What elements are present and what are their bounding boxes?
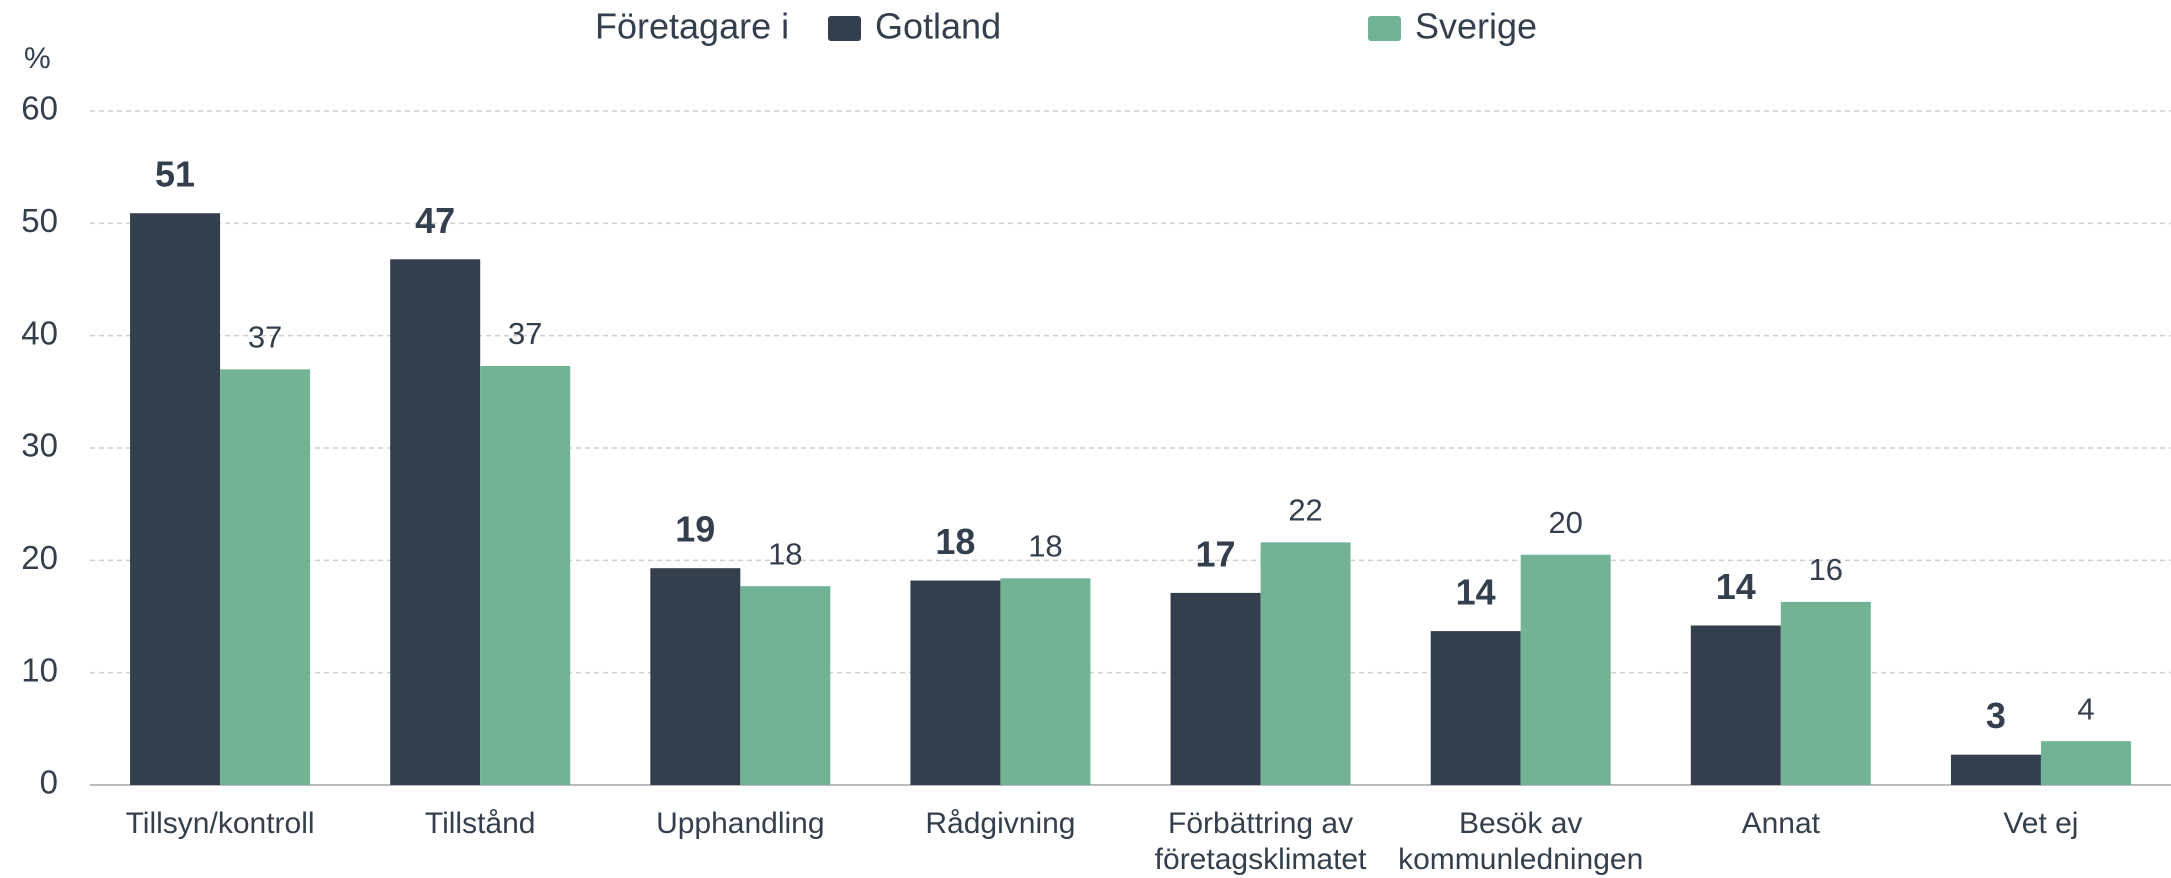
- legend-swatch: [1368, 16, 1401, 41]
- bar: [2040, 741, 2131, 785]
- data-label: 18: [1028, 528, 1062, 563]
- data-label: 37: [248, 320, 282, 355]
- bar: [740, 586, 831, 785]
- y-tick-label: 20: [21, 539, 58, 576]
- bar: [130, 213, 221, 785]
- legend-swatch: [828, 16, 861, 41]
- bar: [220, 369, 311, 785]
- data-label: 22: [1288, 493, 1322, 528]
- x-tick-label: Upphandling: [656, 807, 824, 840]
- legend-label: Sverige: [1415, 6, 1537, 47]
- y-tick-label: 30: [21, 427, 58, 464]
- data-label: 14: [1716, 566, 1756, 607]
- bar: [1950, 754, 2041, 785]
- x-tick-label: Besök av: [1459, 807, 1582, 840]
- data-label: 19: [675, 509, 715, 550]
- bar: [1170, 592, 1261, 785]
- y-tick-label: 40: [21, 314, 58, 351]
- bar: [1000, 578, 1091, 785]
- bar: [1430, 631, 1521, 785]
- bar: [390, 259, 481, 785]
- data-label: 3: [1986, 695, 2006, 736]
- x-tick-label: Tillsyn/kontroll: [126, 807, 315, 840]
- unit-label: %: [24, 42, 51, 75]
- x-tick-label: Rådgivning: [925, 807, 1075, 840]
- y-tick-label: 60: [21, 90, 58, 127]
- y-tick-label: 50: [21, 202, 58, 239]
- data-label: 17: [1196, 533, 1236, 574]
- bar: [1520, 554, 1611, 785]
- x-tick-label: Annat: [1742, 807, 1821, 840]
- x-tick-label: Tillstånd: [425, 807, 536, 840]
- x-tick-label: kommunledningen: [1398, 843, 1643, 876]
- bar: [1260, 542, 1351, 785]
- bar: [910, 580, 1001, 785]
- x-tick-label: Vet ej: [2003, 807, 2078, 840]
- x-tick-label: företagsklimatet: [1155, 843, 1367, 876]
- data-label: 18: [768, 536, 802, 571]
- data-label: 16: [1809, 552, 1843, 587]
- bar: [480, 365, 571, 785]
- y-tick-label: 0: [40, 764, 58, 801]
- legend-label: Gotland: [875, 6, 1001, 47]
- y-tick-label: 10: [21, 651, 58, 688]
- bar: [1690, 625, 1781, 785]
- data-label: 37: [508, 316, 542, 351]
- data-label: 18: [935, 521, 975, 562]
- data-label: 14: [1456, 572, 1496, 613]
- bar: [650, 568, 741, 785]
- bar: [1780, 601, 1871, 785]
- data-label: 47: [415, 200, 455, 241]
- data-label: 20: [1548, 505, 1582, 540]
- data-label: 4: [2077, 691, 2094, 726]
- x-tick-label: Förbättring av: [1168, 807, 1353, 840]
- legend-title: Företagare i: [595, 6, 789, 47]
- data-label: 51: [155, 154, 195, 195]
